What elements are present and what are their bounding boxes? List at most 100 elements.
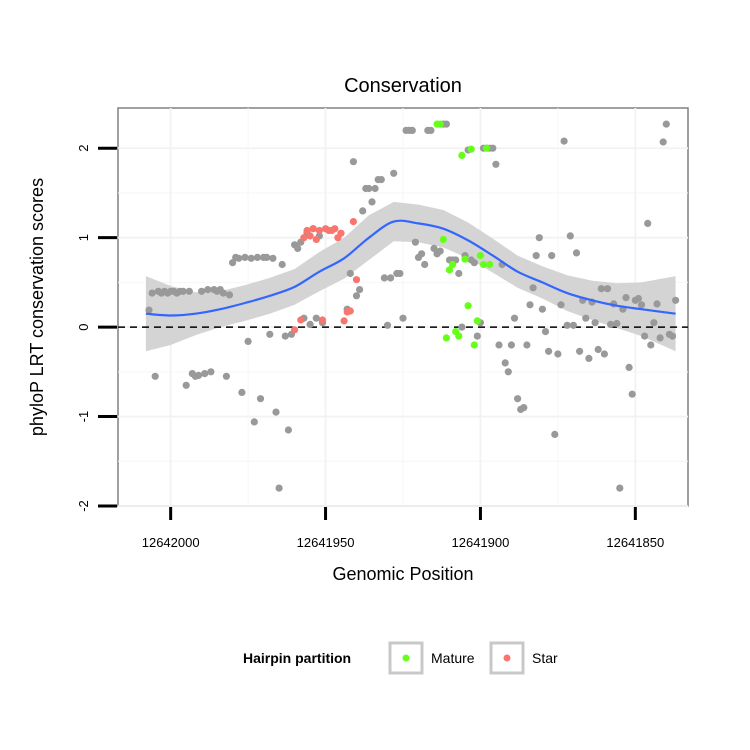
y-tick-label: 2 xyxy=(76,145,91,152)
point-other xyxy=(396,269,404,278)
point-other xyxy=(359,207,367,215)
point-other xyxy=(514,395,522,403)
point-other xyxy=(653,300,661,308)
point-other xyxy=(399,314,407,322)
point-other xyxy=(387,274,395,282)
point-other xyxy=(241,253,249,261)
data-points xyxy=(145,120,680,492)
point-other xyxy=(634,294,643,303)
legend-key-mature xyxy=(388,641,424,675)
point-other xyxy=(380,274,388,282)
point-other xyxy=(607,320,615,328)
point-other xyxy=(408,126,416,134)
point-star xyxy=(312,235,320,244)
point-other xyxy=(151,372,159,380)
point-star xyxy=(331,225,339,233)
x-tick-label: 12642000 xyxy=(142,535,200,550)
confidence-band xyxy=(145,201,676,352)
point-other xyxy=(201,370,209,378)
point-other xyxy=(182,381,190,389)
point-other xyxy=(597,285,605,293)
point-other xyxy=(238,388,246,396)
smooth-line xyxy=(145,219,676,317)
legend-label-mature: Mature xyxy=(431,650,475,666)
point-other xyxy=(637,301,646,309)
point-other xyxy=(148,289,156,297)
point-other xyxy=(566,232,574,240)
point-other xyxy=(219,289,227,297)
point-mature xyxy=(467,145,475,153)
point-other xyxy=(495,341,503,349)
x-tick-label: 12641950 xyxy=(297,535,355,550)
point-other xyxy=(198,287,206,295)
point-mature xyxy=(461,255,469,263)
point-other xyxy=(582,314,590,322)
point-other xyxy=(235,254,243,262)
legend-swatch-mature xyxy=(402,654,410,662)
point-mature xyxy=(455,332,463,340)
point-star xyxy=(340,317,348,325)
point-other xyxy=(458,323,466,331)
x-tick-label: 12641850 xyxy=(606,535,664,550)
point-other xyxy=(510,314,519,322)
legend: Hairpin partition Mature Star xyxy=(243,641,558,675)
point-mature xyxy=(449,260,457,269)
point-other xyxy=(656,334,664,342)
point-mature xyxy=(476,252,484,260)
point-other xyxy=(418,250,426,258)
point-other xyxy=(668,332,677,340)
point-star xyxy=(300,234,308,242)
point-other xyxy=(455,269,463,278)
point-other xyxy=(532,252,540,260)
point-other xyxy=(194,371,203,379)
point-other xyxy=(269,254,277,262)
point-other xyxy=(616,484,624,492)
point-other xyxy=(507,341,515,349)
point-other xyxy=(352,292,361,300)
point-star xyxy=(306,232,314,240)
point-other xyxy=(557,301,565,309)
x-axis: 12642000 12641950 12641900 12641850 xyxy=(142,507,664,550)
point-star xyxy=(337,229,345,237)
point-other xyxy=(427,126,435,134)
y-tick-label: -1 xyxy=(76,411,91,423)
legend-key-star xyxy=(489,641,525,675)
point-other xyxy=(600,350,609,358)
point-mature xyxy=(458,151,466,159)
point-mature xyxy=(445,266,454,274)
point-other xyxy=(538,305,547,313)
point-other xyxy=(368,198,376,206)
x-axis-title: Genomic Position xyxy=(332,564,473,584)
y-tick-label: 1 xyxy=(76,234,91,241)
point-other xyxy=(229,259,237,267)
point-other xyxy=(411,238,419,246)
point-star xyxy=(297,316,305,324)
point-other xyxy=(349,158,357,166)
point-other xyxy=(535,234,543,242)
point-other xyxy=(356,286,364,294)
point-other xyxy=(306,320,314,328)
point-other xyxy=(442,120,450,128)
point-mature xyxy=(486,260,494,269)
point-other xyxy=(278,260,286,269)
point-other xyxy=(253,253,261,261)
point-other xyxy=(672,296,680,304)
point-other xyxy=(247,254,255,262)
point-other xyxy=(371,184,379,193)
point-other xyxy=(145,306,153,314)
point-other xyxy=(222,372,230,380)
point-other xyxy=(613,319,621,328)
point-other xyxy=(179,287,187,295)
point-other xyxy=(650,319,658,327)
point-mature xyxy=(483,144,491,152)
y-tick-label: 0 xyxy=(76,323,91,330)
point-other xyxy=(628,390,636,398)
point-other xyxy=(492,160,500,168)
point-other xyxy=(560,137,568,145)
point-other xyxy=(523,341,531,349)
point-star xyxy=(352,276,361,284)
point-star xyxy=(303,226,311,235)
point-star xyxy=(318,316,327,324)
point-other xyxy=(591,319,599,327)
point-star xyxy=(346,307,354,315)
